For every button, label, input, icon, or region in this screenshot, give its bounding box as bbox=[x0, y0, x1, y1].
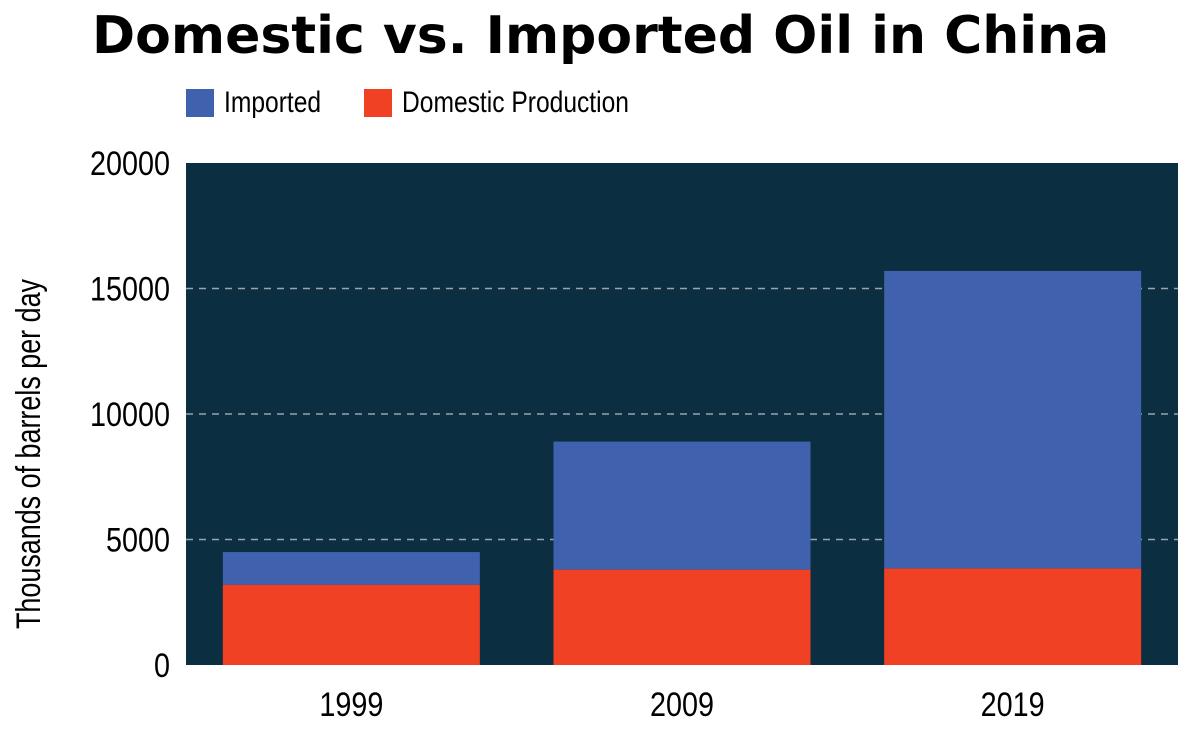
y-tick-label-15000: 15000 bbox=[90, 271, 170, 309]
bar-imported-2009 bbox=[553, 441, 811, 570]
legend-label-domestic: Domestic Production bbox=[402, 86, 630, 119]
y-tick-label-20000: 20000 bbox=[90, 145, 170, 183]
bars bbox=[222, 270, 1142, 665]
bar-domestic-production-1999 bbox=[222, 584, 480, 665]
legend-label-imported: Imported bbox=[224, 86, 322, 119]
x-tick-label-2009: 2009 bbox=[650, 686, 714, 724]
bar-domestic-production-2019 bbox=[884, 568, 1142, 665]
legend-swatch-imported bbox=[186, 89, 214, 117]
legend-item-domestic: Domestic Production bbox=[364, 86, 679, 120]
bar-imported-2019 bbox=[884, 270, 1142, 569]
legend-swatch-domestic bbox=[364, 89, 393, 117]
chart-title: Domestic vs. Imported Oil in China bbox=[92, 6, 1110, 66]
y-axis-label: Thousands of barrels per day bbox=[10, 279, 48, 629]
legend: Imported Domestic Production bbox=[186, 86, 701, 120]
bar-domestic-production-2009 bbox=[553, 569, 811, 665]
x-tick-label-1999: 1999 bbox=[319, 686, 383, 724]
y-tick-label-10000: 10000 bbox=[90, 396, 170, 434]
y-tick-label-5000: 5000 bbox=[106, 522, 170, 560]
y-tick-label-0: 0 bbox=[154, 647, 170, 685]
y-axis-ticks: 0 5000 10000 15000 20000 bbox=[90, 145, 170, 685]
x-axis-ticks: 1999 2009 2019 bbox=[319, 686, 1044, 724]
x-tick-label-2019: 2019 bbox=[981, 686, 1045, 724]
legend-item-imported: Imported bbox=[186, 86, 342, 120]
bar-imported-1999 bbox=[222, 552, 480, 585]
